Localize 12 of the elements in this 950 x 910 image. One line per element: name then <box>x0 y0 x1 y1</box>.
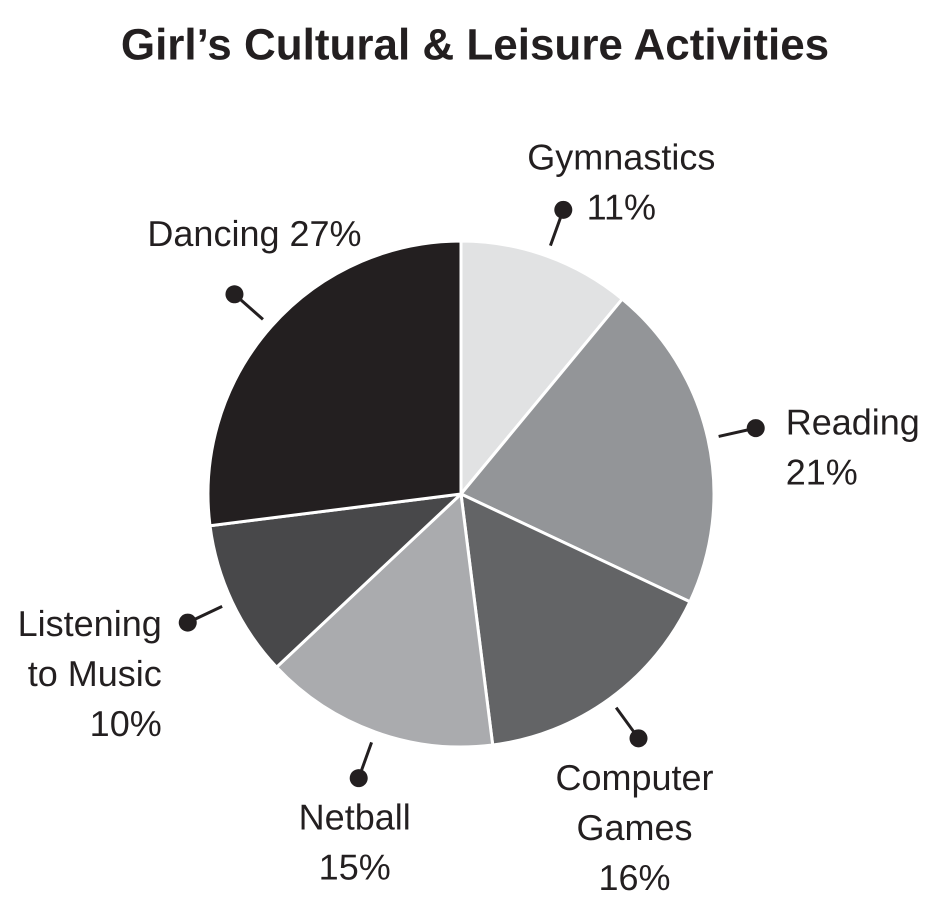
slice-label: Reading <box>786 402 920 443</box>
slice-label: Computer Games <box>555 756 714 848</box>
slice-label: Gymnastics <box>527 136 716 178</box>
slice-label: Dancing 27% <box>147 212 362 254</box>
slice-label: Netball <box>298 796 411 838</box>
slice-label: Listening to Music <box>18 603 162 694</box>
data-label: 21% <box>786 452 858 493</box>
data-label: 11% <box>586 186 656 228</box>
chart-title: Girl’s Cultural & Leisure Activities <box>120 20 830 70</box>
data-label: 16% <box>598 856 671 898</box>
data-label: 15% <box>318 846 391 888</box>
data-label: 10% <box>90 703 162 744</box>
